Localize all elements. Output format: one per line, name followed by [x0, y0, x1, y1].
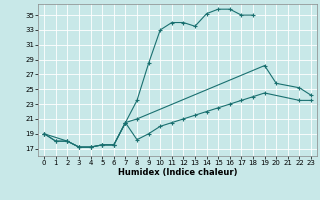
X-axis label: Humidex (Indice chaleur): Humidex (Indice chaleur)	[118, 168, 237, 177]
